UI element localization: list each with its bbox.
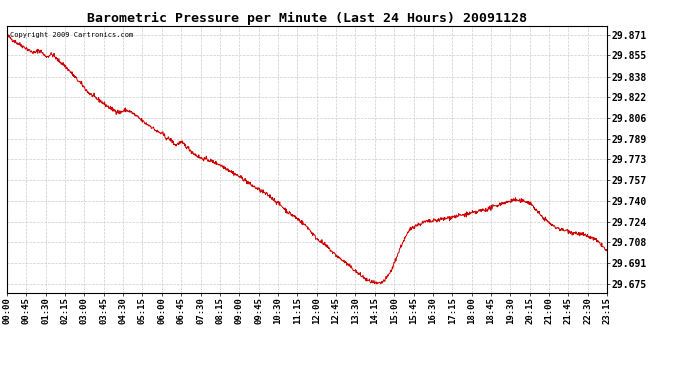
Title: Barometric Pressure per Minute (Last 24 Hours) 20091128: Barometric Pressure per Minute (Last 24 …	[87, 12, 527, 25]
Text: Copyright 2009 Cartronics.com: Copyright 2009 Cartronics.com	[10, 32, 133, 38]
